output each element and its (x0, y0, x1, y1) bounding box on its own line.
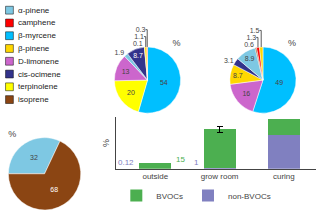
svg-text:β-pinene: β-pinene (18, 44, 50, 53)
svg-text:%: % (173, 38, 181, 48)
svg-text:1.3: 1.3 (246, 34, 256, 41)
svg-text:13: 13 (122, 68, 130, 75)
svg-text:0.6: 0.6 (244, 41, 254, 48)
svg-text:α-pinene: α-pinene (18, 6, 50, 15)
svg-text:1.9: 1.9 (114, 49, 124, 56)
svg-text:isoprene: isoprene (18, 95, 49, 104)
svg-text:1: 1 (194, 158, 199, 167)
svg-text:8.9: 8.9 (245, 55, 255, 62)
svg-text:0.3: 0.3 (136, 26, 146, 33)
svg-text:cis-ocimene: cis-ocimene (18, 70, 61, 79)
svg-text:curing: curing (273, 172, 295, 181)
svg-text:BVOCs: BVOCs (156, 192, 183, 201)
svg-text:68: 68 (50, 186, 58, 193)
svg-text:20: 20 (127, 89, 135, 96)
svg-text:16: 16 (242, 90, 250, 97)
svg-text:%: % (8, 129, 16, 139)
svg-text:15: 15 (176, 155, 185, 164)
svg-text:outside: outside (142, 172, 168, 181)
svg-text:1.1: 1.1 (134, 33, 144, 40)
svg-text:camphene: camphene (18, 18, 56, 27)
svg-text:non-BVOCs: non-BVOCs (228, 192, 271, 201)
svg-text:54: 54 (160, 79, 168, 86)
svg-text:%: % (288, 38, 296, 48)
svg-text:0.1: 0.1 (133, 40, 143, 47)
svg-text:0.12: 0.12 (118, 158, 134, 167)
svg-text:8.7: 8.7 (133, 52, 143, 59)
svg-text:%: % (101, 139, 111, 147)
svg-text:1.5: 1.5 (250, 27, 260, 34)
svg-text:32: 32 (30, 154, 38, 161)
svg-text:3.1: 3.1 (224, 57, 234, 64)
svg-text:8.7: 8.7 (233, 72, 243, 79)
svg-text:49: 49 (275, 79, 283, 86)
svg-text:grow room: grow room (201, 172, 239, 181)
svg-text:terpinolene: terpinolene (18, 82, 58, 91)
svg-text:D-limonene: D-limonene (18, 57, 59, 66)
svg-text:β-myrcene: β-myrcene (18, 31, 56, 40)
